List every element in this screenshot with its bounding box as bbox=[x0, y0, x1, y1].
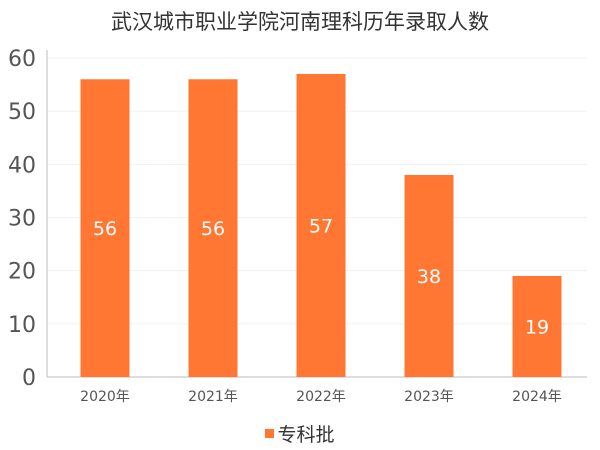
y-tick-label: 0 bbox=[22, 366, 36, 391]
x-tick-label: 2022年 bbox=[296, 389, 346, 405]
bar bbox=[80, 79, 130, 378]
legend-swatch bbox=[265, 429, 275, 438]
data-label: 19 bbox=[525, 316, 549, 338]
bars bbox=[80, 73, 562, 378]
bar bbox=[512, 275, 562, 377]
data-label: 57 bbox=[309, 215, 333, 237]
y-tick-label: 40 bbox=[8, 153, 36, 178]
data-label: 38 bbox=[417, 266, 441, 288]
axes: 0 10 20 30 40 50 60 2020年 2021年 2022年 2023年 2024年 bbox=[8, 47, 587, 405]
x-tick-label: 2020年 bbox=[80, 389, 130, 405]
x-tick-label: 2021年 bbox=[188, 389, 238, 405]
y-tick-label: 60 bbox=[8, 47, 36, 72]
y-tick-label: 30 bbox=[8, 207, 36, 232]
x-tick-label: 2024年 bbox=[512, 389, 562, 405]
data-label: 56 bbox=[93, 218, 117, 240]
legend-label: 专科批 bbox=[277, 424, 335, 446]
bar bbox=[296, 73, 346, 377]
y-tick-label: 20 bbox=[8, 260, 36, 285]
bar bbox=[404, 174, 454, 377]
legend[interactable]: 专科批 bbox=[0, 420, 600, 447]
y-tick-label: 10 bbox=[8, 313, 36, 338]
x-tick-label: 2023年 bbox=[404, 389, 454, 405]
y-tick-label: 50 bbox=[8, 100, 36, 125]
bar bbox=[188, 79, 238, 378]
data-label: 56 bbox=[201, 218, 225, 240]
data-labels: 56 56 57 38 19 bbox=[93, 215, 549, 338]
chart-title: 武汉城市职业学院河南理科历年录取人数 bbox=[111, 10, 489, 34]
